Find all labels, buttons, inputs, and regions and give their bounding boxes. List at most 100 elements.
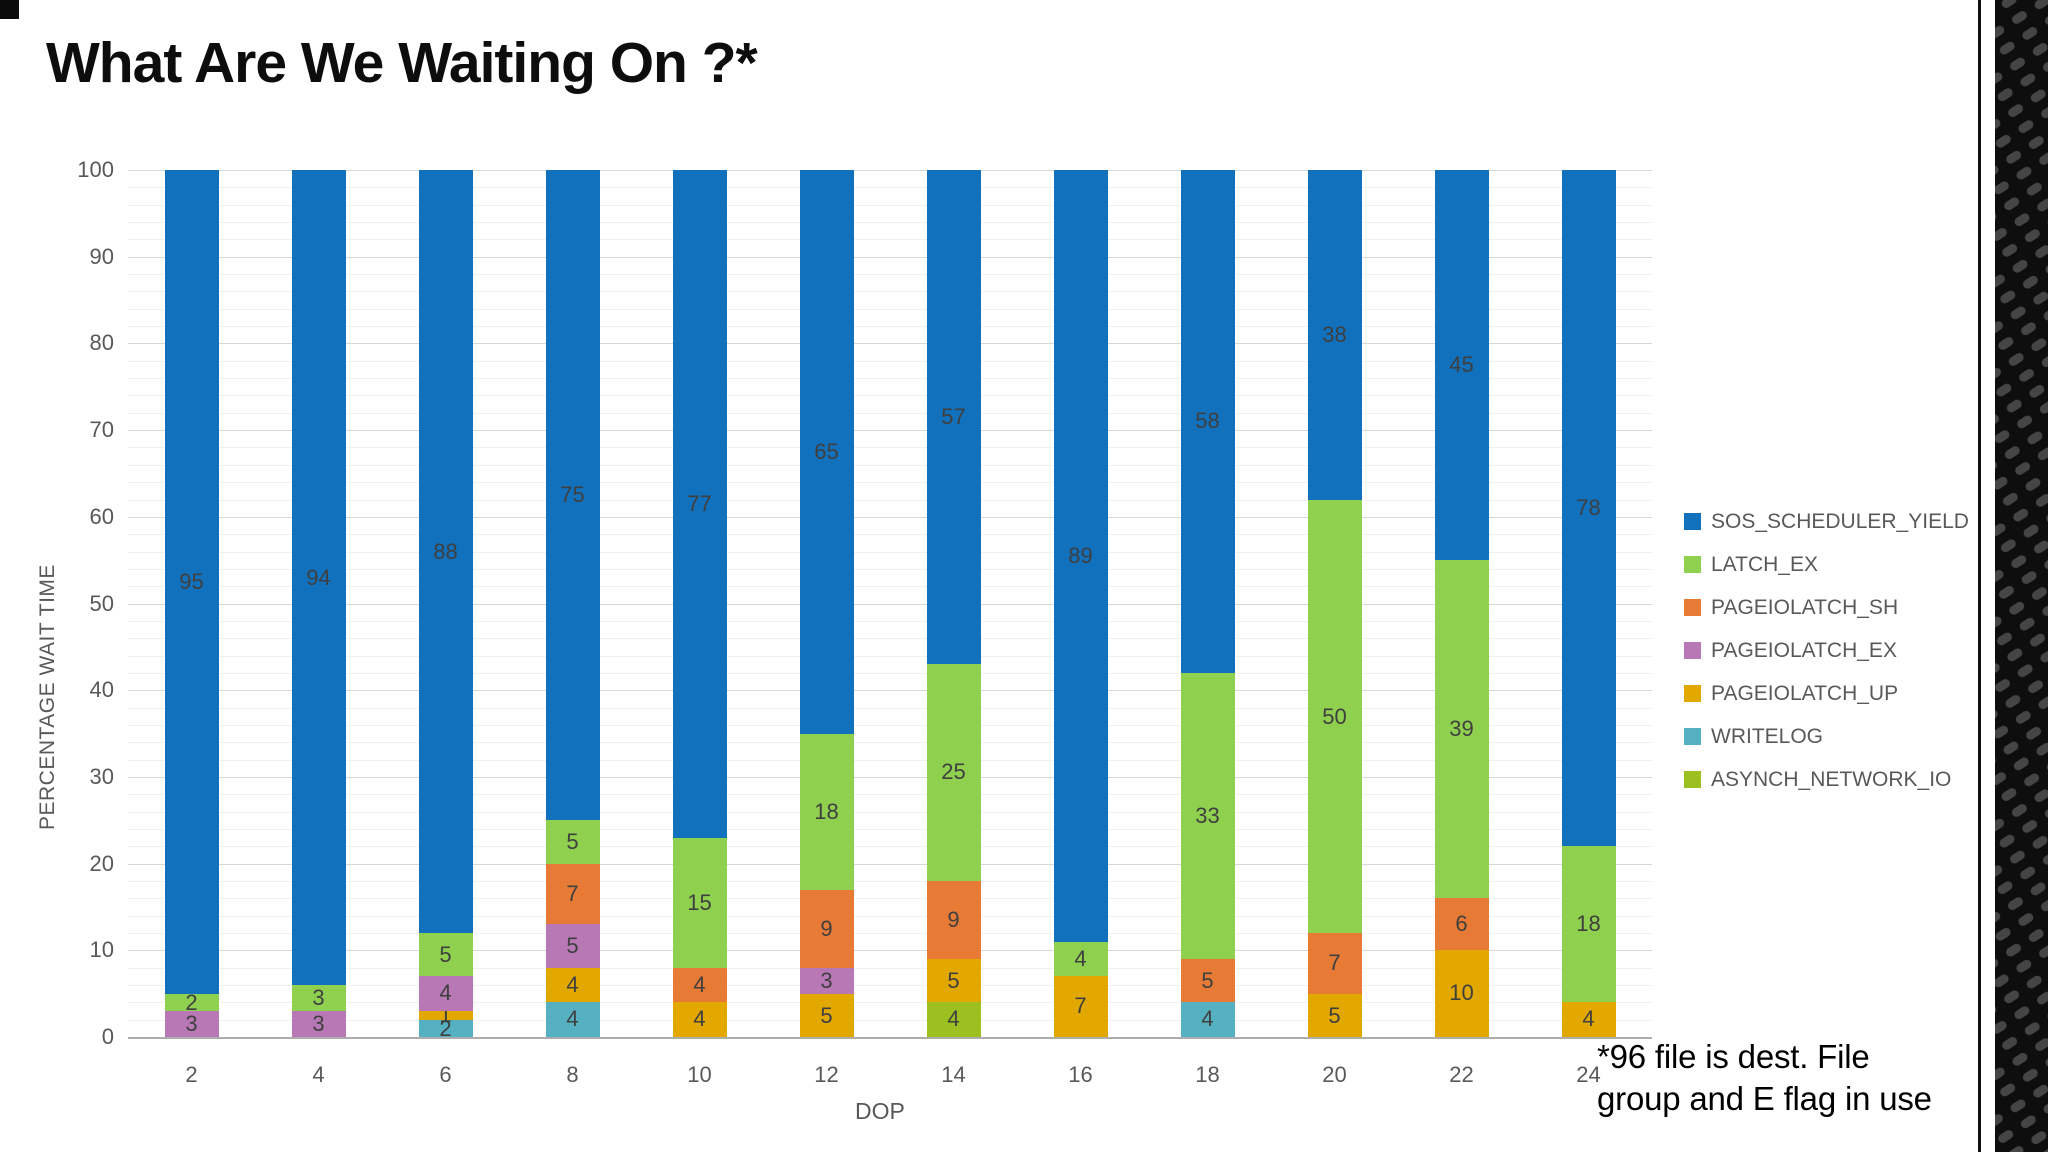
bar-segment-value: 38	[1322, 322, 1347, 347]
slide-edge-line	[1978, 0, 1981, 1152]
bar-segment-latch_ex: 2	[164, 989, 219, 1015]
gridline-minor	[128, 291, 1652, 293]
bar-segment-latch_ex: 18	[799, 733, 854, 890]
gridline-minor	[128, 620, 1652, 622]
bar-segment-writelog: 4	[1180, 1002, 1235, 1037]
bar-segment-sos_scheduler_yield: 95	[164, 170, 219, 994]
gridline-minor	[128, 534, 1652, 536]
legend-item: LATCH_EX	[1684, 543, 1969, 586]
gridline-minor	[128, 811, 1652, 813]
bar-segment-value: 5	[439, 942, 452, 967]
gridline-minor	[128, 707, 1652, 709]
bar-segment-value: 15	[687, 889, 712, 915]
bar-segment-sos_scheduler_yield: 45	[1434, 170, 1489, 561]
footnote-line-1: *96 file is dest. File	[1597, 1038, 1870, 1075]
gridline-minor	[128, 551, 1652, 553]
bar-segment-sos_scheduler_yield: 58	[1180, 170, 1235, 673]
chart-legend: SOS_SCHEDULER_YIELD LATCH_EX PAGEIOLATCH_S…	[1684, 500, 1969, 801]
y-axis-title: PERCENTAGE WAIT TIME	[36, 564, 59, 830]
gridline-minor	[128, 464, 1652, 466]
bar-segment-pageiolatch_sh: 4	[672, 967, 727, 1003]
x-tick-label: 12	[814, 1062, 839, 1087]
gridline-minor	[128, 412, 1652, 414]
gridline-major	[128, 863, 1652, 865]
bar-segment-pageiolatch_up: 4	[672, 1002, 727, 1037]
bar-segment-value: 4	[1582, 1006, 1595, 1032]
bar-segment-sos_scheduler_yield: 89	[1053, 170, 1108, 942]
gridline-minor	[128, 378, 1652, 380]
bar-segment-value: 4	[566, 1006, 579, 1032]
gridline-minor	[128, 724, 1652, 726]
legend-label: PAGEIOLATCH_EX	[1711, 638, 1897, 662]
bar-segment-writelog: 4	[545, 1002, 600, 1037]
bar-segment-value: 9	[947, 906, 960, 932]
gridline-minor	[128, 933, 1652, 934]
bar-segment-latch_ex: 50	[1307, 499, 1362, 933]
bar-segment-value: 3	[820, 967, 833, 993]
bar-segment-pageiolatch_up: 5	[926, 959, 981, 1003]
bar-segment-value: 57	[941, 404, 966, 429]
x-tick-label: 4	[312, 1062, 325, 1087]
carbon-texture-background	[1995, 0, 2048, 1152]
gridline-minor	[128, 1019, 1652, 1021]
bar-segment-asynch_network_io: 4	[926, 1002, 981, 1037]
bar-segment-value: 88	[433, 539, 458, 564]
bar-segment-latch_ex: 25	[926, 664, 981, 881]
bar-segment-pageiolatch_sh: 7	[545, 863, 600, 925]
bar-segment-latch_ex: 3	[291, 985, 346, 1011]
x-tick-label: 18	[1195, 1062, 1220, 1087]
bar-segment-value: 65	[814, 439, 839, 464]
y-tick-label: 80	[89, 330, 114, 356]
bar-segment-value: 3	[312, 985, 325, 1010]
bar-segment-value: 5	[1201, 968, 1214, 993]
bar-segment-latch_ex: 5	[418, 933, 473, 977]
bar-segment-value: 5	[947, 968, 960, 993]
bar-segment-pageiolatch_up: 5	[799, 993, 854, 1037]
bar-segment-value: 4	[1201, 1006, 1214, 1032]
footnote: *96 file is dest. File group and E flag …	[1597, 1036, 1997, 1120]
bar-segment-value: 4	[439, 980, 452, 1006]
bar-segment-value: 95	[179, 569, 204, 594]
bar-segment-sos_scheduler_yield: 75	[545, 170, 600, 821]
bar-segment-pageiolatch_sh: 7	[1307, 933, 1362, 994]
gridline-minor	[128, 846, 1652, 848]
legend-label: SOS_SCHEDULER_YIELD	[1711, 509, 1969, 533]
bar-segment-value: 2	[185, 989, 198, 1015]
bar-segment-writelog: 2	[418, 1017, 473, 1039]
bar-segment-value: 3	[185, 1011, 198, 1036]
bar-segment-pageiolatch_ex: 3	[164, 1011, 219, 1037]
legend-swatch-icon	[1684, 599, 1701, 616]
bar-segment-value: 45	[1449, 352, 1474, 377]
gridline-minor	[128, 880, 1652, 882]
bar-segment-pageiolatch_sh: 6	[1434, 898, 1489, 951]
gridline-minor	[128, 360, 1652, 362]
gridline-major	[128, 690, 1652, 692]
bar-segment-value: 94	[306, 565, 331, 590]
x-tick-label: 22	[1449, 1062, 1474, 1087]
x-tick-label: 10	[687, 1062, 712, 1087]
bar-segment-value: 75	[560, 482, 585, 507]
gridline-minor	[128, 898, 1652, 900]
bar-segment-value: 4	[947, 1006, 960, 1032]
bar-segment-value: 39	[1449, 716, 1474, 742]
legend-swatch-icon	[1684, 685, 1701, 702]
gridline-major	[128, 430, 1652, 432]
legend-item: SOS_SCHEDULER_YIELD	[1684, 500, 1969, 543]
bar-segment-value: 5	[566, 829, 579, 855]
bar-segment-value: 5	[566, 933, 579, 959]
legend-label: PAGEIOLATCH_SH	[1711, 595, 1899, 619]
bar-segment-sos_scheduler_yield: 77	[672, 170, 727, 838]
bar-segment-value: 5	[1328, 1002, 1341, 1028]
gridline-minor	[128, 326, 1652, 328]
y-tick-label: 50	[89, 590, 114, 616]
gridline-minor	[128, 655, 1652, 657]
gridline-minor	[128, 187, 1652, 189]
bar-segment-pageiolatch_sh: 9	[799, 889, 854, 968]
legend-label: ASYNCH_NETWORK_IO	[1711, 767, 1952, 791]
bar-segment-value: 78	[1576, 495, 1601, 520]
bar-segment-value: 3	[312, 1011, 325, 1036]
bar-segment-pageiolatch_ex: 5	[545, 924, 600, 968]
gridline-minor	[128, 672, 1652, 674]
bar-segment-latch_ex: 15	[672, 837, 727, 968]
bar-segment-sos_scheduler_yield: 57	[926, 170, 981, 665]
